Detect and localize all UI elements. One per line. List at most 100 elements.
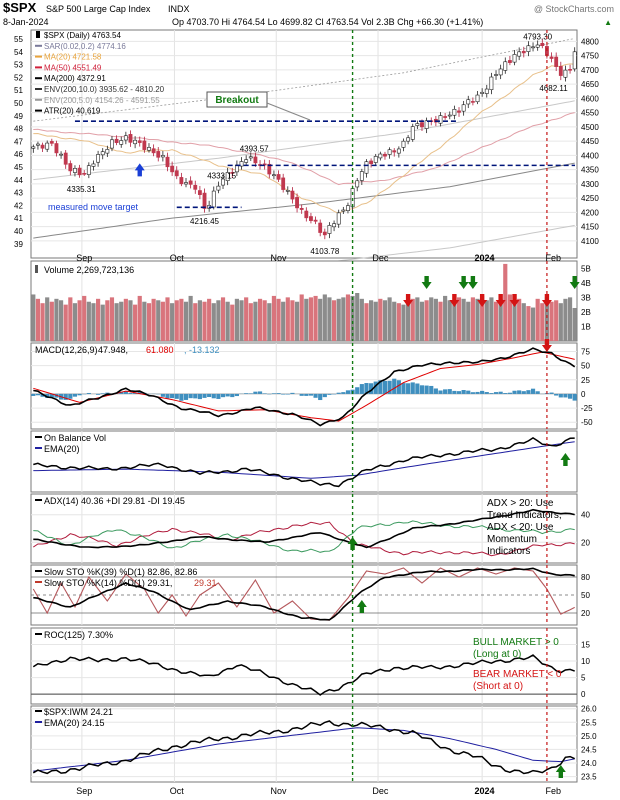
volume-bar	[142, 301, 147, 341]
candle-body	[54, 143, 59, 154]
volume-bar	[382, 300, 388, 341]
macd-histogram-bar	[554, 393, 559, 396]
volume-bar	[174, 300, 179, 341]
ratio-label: $SPX:IWM 24.21	[44, 707, 113, 717]
macd-histogram-bar	[299, 393, 304, 396]
volume-bar	[128, 300, 133, 341]
candle-body	[322, 231, 327, 236]
candle-body	[133, 139, 138, 145]
candle-body	[244, 159, 249, 163]
candle-body	[151, 148, 156, 154]
legend-candle-icon	[36, 31, 40, 38]
volume-bar	[63, 304, 68, 341]
volume-bar	[146, 303, 152, 341]
macd-histogram-bar	[401, 383, 406, 394]
macd-histogram-bar	[304, 393, 309, 396]
volume-legend-icon	[35, 265, 38, 273]
bull-market-subtext: (Long at 0)	[473, 649, 521, 660]
volume-bar	[318, 298, 323, 341]
macd-histogram-bar	[202, 393, 207, 398]
macd-histogram-bar	[484, 392, 489, 394]
candle-body	[503, 61, 508, 71]
candle-body	[507, 60, 512, 63]
macd-histogram-bar	[137, 391, 142, 394]
volume-bar	[202, 301, 207, 341]
symbol: $SPX	[3, 0, 37, 15]
candle-body	[341, 209, 346, 212]
ratio-tick-label: 25.5	[581, 718, 597, 727]
legend-entry: ATR(20) 40.619	[44, 107, 101, 116]
breakout-box	[206, 91, 268, 108]
macd-histogram-bar	[466, 390, 471, 394]
volume-bar	[58, 300, 64, 341]
volume-bar	[165, 297, 170, 341]
volume-bar	[484, 300, 489, 341]
macd-histogram-bar	[225, 393, 230, 397]
candle-body	[59, 153, 63, 156]
price-tick-label: 4700	[581, 66, 599, 75]
bear-market-subtext: (Short at 0)	[473, 681, 523, 692]
obv-ema-line	[33, 441, 575, 479]
ratio-tick-label: 24.5	[581, 745, 597, 754]
roc-tick-label: 10	[581, 657, 590, 666]
candle-body	[309, 216, 313, 221]
obv-ema-label: EMA(20)	[44, 444, 80, 454]
volume-bar	[271, 295, 277, 341]
volume-bar	[304, 298, 309, 341]
volume-bar	[294, 301, 300, 341]
volume-bar	[341, 297, 346, 341]
sto-buy-arrow-icon	[356, 600, 367, 613]
candle-body	[91, 163, 96, 167]
volume-bar	[119, 301, 124, 341]
macd-histogram-bar	[373, 381, 378, 394]
volume-bar	[535, 298, 540, 341]
candle-body	[369, 160, 374, 165]
macd-histogram-bar	[45, 393, 50, 398]
macd-histogram-bar	[220, 393, 226, 398]
macd-histogram-bar	[512, 390, 517, 394]
price-tick-label: 4600	[581, 94, 599, 103]
volume-bar	[443, 295, 448, 341]
candle-body	[272, 174, 276, 177]
volume-bar	[100, 304, 105, 341]
volume-bar	[170, 303, 175, 341]
volume-bar	[114, 303, 119, 341]
volume-bar	[72, 303, 78, 341]
volume-bar	[216, 300, 221, 341]
time-label-top: 2024	[474, 253, 494, 263]
sto39-label: Slow STO %K(39) %D(1) 82.86, 82.86	[44, 567, 197, 577]
roc-panel-frame	[30, 627, 578, 705]
macd-histogram-bar	[207, 393, 212, 398]
volume-label: Volume 2,269,723,136	[44, 265, 134, 275]
macd-histogram-bar	[281, 393, 286, 395]
env10-upper-line	[33, 38, 575, 122]
label-low1: 4335.31	[67, 185, 96, 194]
macd-histogram-bar	[530, 388, 536, 394]
macd-histogram-bar	[535, 391, 540, 394]
candle-body	[498, 68, 503, 76]
ratio-line	[32, 720, 576, 775]
candle-body	[119, 140, 124, 145]
sto14-value: 29.31	[194, 578, 217, 588]
macd-histogram-bar	[193, 393, 198, 399]
macd-histogram-bar	[170, 393, 175, 399]
label-high1: 4333.15	[207, 171, 236, 180]
volume-bar	[503, 263, 508, 341]
macd-histogram-bar	[410, 382, 415, 394]
candle-body	[160, 155, 165, 158]
ratio-tick-label: 23.5	[581, 773, 597, 782]
ma50-line	[33, 112, 575, 186]
macd-signal-line	[33, 351, 575, 422]
candle-body	[63, 152, 68, 165]
macd-histogram-bar	[105, 392, 110, 394]
roc-tick-label: 5	[581, 674, 586, 683]
volume-bar	[45, 297, 50, 341]
volume-bar	[489, 297, 494, 341]
volume-bar	[493, 301, 499, 341]
candle-body	[415, 123, 420, 126]
macd-histogram-bar	[257, 391, 263, 394]
adx-tick-label: 20	[581, 538, 590, 547]
volume-bar	[137, 295, 142, 341]
adx-note-line: ADX < 20: Use	[487, 522, 554, 533]
macd-histogram-bar	[364, 383, 369, 394]
